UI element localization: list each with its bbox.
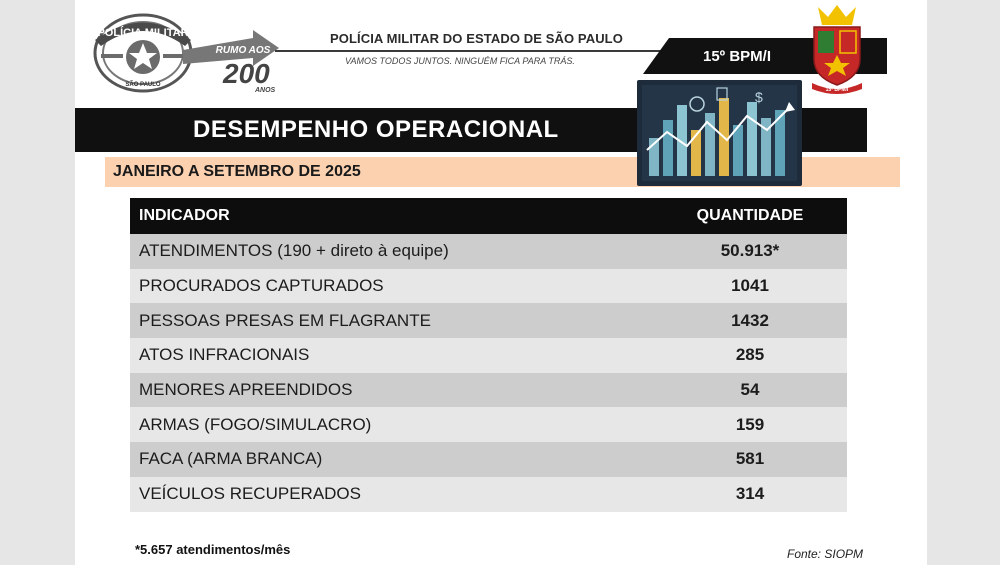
header-title: POLÍCIA MILITAR DO ESTADO DE SÃO PAULO xyxy=(330,31,623,46)
header-divider xyxy=(275,50,670,52)
table-row: ARMAS (FOGO/SIMULACRO) 159 xyxy=(130,407,847,443)
report-period: JANEIRO A SETEMBRO DE 2025 xyxy=(113,163,361,180)
row-indicator: PROCURADOS CAPTURADOS xyxy=(139,276,384,296)
table-row: VEÍCULOS RECUPERADOS 314 xyxy=(130,476,847,512)
row-quantity: 581 xyxy=(735,449,765,469)
svg-text:ANOS: ANOS xyxy=(254,87,276,94)
svg-text:200: 200 xyxy=(222,58,270,89)
row-quantity: 1041 xyxy=(731,276,769,296)
svg-text:POLÍCIA MILITAR: POLÍCIA MILITAR xyxy=(97,26,188,39)
row-indicator: ATOS INFRACIONAIS xyxy=(139,345,310,365)
row-quantity: 314 xyxy=(735,484,765,504)
row-indicator: PESSOAS PRESAS EM FLAGRANTE xyxy=(139,310,431,330)
row-quantity: 285 xyxy=(735,345,765,365)
row-indicator: VEÍCULOS RECUPERADOS xyxy=(139,484,361,504)
row-indicator: FACA (ARMA BRANCA) xyxy=(139,449,323,469)
source-label: Fonte: SIOPM xyxy=(787,547,864,561)
table-row: ATENDIMENTOS (190 + direto à equipe) 50.… xyxy=(130,234,847,269)
report-page: POLÍCIA MILITAR SÃO PAULO RUMO AOS 200 A… xyxy=(75,0,927,565)
svg-text:$: $ xyxy=(755,89,763,105)
row-quantity: 159 xyxy=(735,414,765,434)
table-row: PESSOAS PRESAS EM FLAGRANTE 1432 xyxy=(130,303,847,339)
chart-illustration-icon: $ xyxy=(637,80,802,186)
svg-text:RUMO AOS: RUMO AOS xyxy=(216,45,271,56)
table-row: MENORES APREENDIDOS 54 xyxy=(130,372,847,408)
row-indicator: MENORES APREENDIDOS xyxy=(139,380,353,400)
row-quantity: 1432 xyxy=(731,310,769,330)
header-subtitle: VAMOS TODOS JUNTOS. NINGUÉM FICA PARA TR… xyxy=(345,56,575,66)
row-indicator: ATENDIMENTOS (190 + direto à equipe) xyxy=(139,241,449,261)
table-row: PROCURADOS CAPTURADOS 1041 xyxy=(130,268,847,304)
row-quantity: 50.913* xyxy=(720,241,780,261)
row-quantity: 54 xyxy=(740,380,760,400)
battalion-crest: 15º BPM/I xyxy=(812,5,862,94)
header-indicator: INDICADOR xyxy=(139,207,230,224)
row-indicator: ARMAS (FOGO/SIMULACRO) xyxy=(139,414,372,434)
policia-militar-logo: POLÍCIA MILITAR SÃO PAULO xyxy=(93,13,193,93)
report-title: DESEMPENHO OPERACIONAL xyxy=(193,116,559,143)
unit-label: 15º BPM/I xyxy=(703,48,771,65)
footnote: *5.657 atendimentos/mês xyxy=(135,542,291,557)
indicators-table: INDICADOR QUANTIDADE ATENDIMENTOS (190 +… xyxy=(130,198,847,512)
svg-text:15º BPM/I: 15º BPM/I xyxy=(826,87,849,93)
svg-text:SÃO PAULO: SÃO PAULO xyxy=(125,81,161,88)
table-header: INDICADOR QUANTIDADE xyxy=(130,198,847,234)
header-quantity: QUANTIDADE xyxy=(696,207,804,224)
table-row: FACA (ARMA BRANCA) 581 xyxy=(130,442,847,477)
rumo-200-anos-badge: RUMO AOS 200 ANOS xyxy=(183,30,279,94)
table-row: ATOS INFRACIONAIS 285 xyxy=(130,338,847,373)
